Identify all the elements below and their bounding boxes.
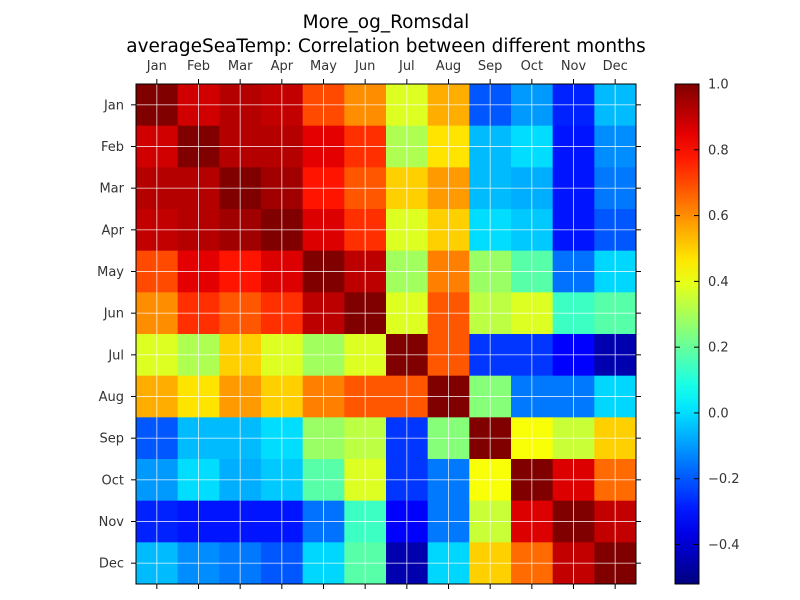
y-tick-label: Jan	[103, 98, 124, 113]
y-tick-label: Aug	[99, 390, 124, 405]
chart-title-line-1: More_og_Romsdal	[302, 12, 470, 33]
x-tick-label: Aug	[436, 59, 461, 74]
colorbar-tick-label: 0.2	[708, 341, 729, 356]
colorbar-gradient	[675, 84, 699, 584]
y-tick-label: Feb	[101, 140, 124, 155]
x-tick-label: Dec	[603, 59, 628, 74]
y-tick-label: Oct	[102, 473, 124, 488]
colorbar-tick-label: 0.0	[708, 406, 729, 421]
x-tick-label: Jun	[354, 59, 375, 74]
y-tick-label: Apr	[102, 223, 125, 238]
x-tick-label: Apr	[271, 59, 294, 74]
colorbar-frame	[674, 83, 700, 585]
x-tick-label: Oct	[521, 59, 543, 74]
colorbar-tick-label: 0.8	[708, 143, 729, 158]
colorbar-tick-label: 1.0	[708, 78, 729, 93]
y-tick-label: Nov	[99, 515, 125, 530]
y-tick-label: Jul	[107, 348, 124, 363]
colorbar-tick-label: 0.6	[708, 209, 729, 224]
x-tick-label: May	[310, 59, 337, 74]
heatmap-frame	[135, 83, 637, 585]
chart-title-line-2: averageSeaTemp: Correlation between diff…	[126, 36, 646, 57]
colorbar-tick-label: 0.4	[708, 275, 729, 290]
x-tick-label: Nov	[561, 59, 587, 74]
y-tick-label: Jun	[103, 307, 124, 322]
y-tick-label: Dec	[99, 557, 124, 572]
x-tick-label: Sep	[478, 59, 503, 74]
y-tick-label: May	[97, 265, 124, 280]
y-tick-label: Sep	[99, 432, 124, 447]
colorbar-tick-label: −0.2	[708, 472, 740, 487]
colorbar-tick-label: −0.4	[708, 538, 740, 553]
x-tick-label: Jan	[146, 59, 167, 74]
x-tick-label: Jul	[398, 59, 415, 74]
y-tick-label: Mar	[99, 182, 124, 197]
x-tick-label: Feb	[187, 59, 210, 74]
x-tick-label: Mar	[228, 59, 253, 74]
